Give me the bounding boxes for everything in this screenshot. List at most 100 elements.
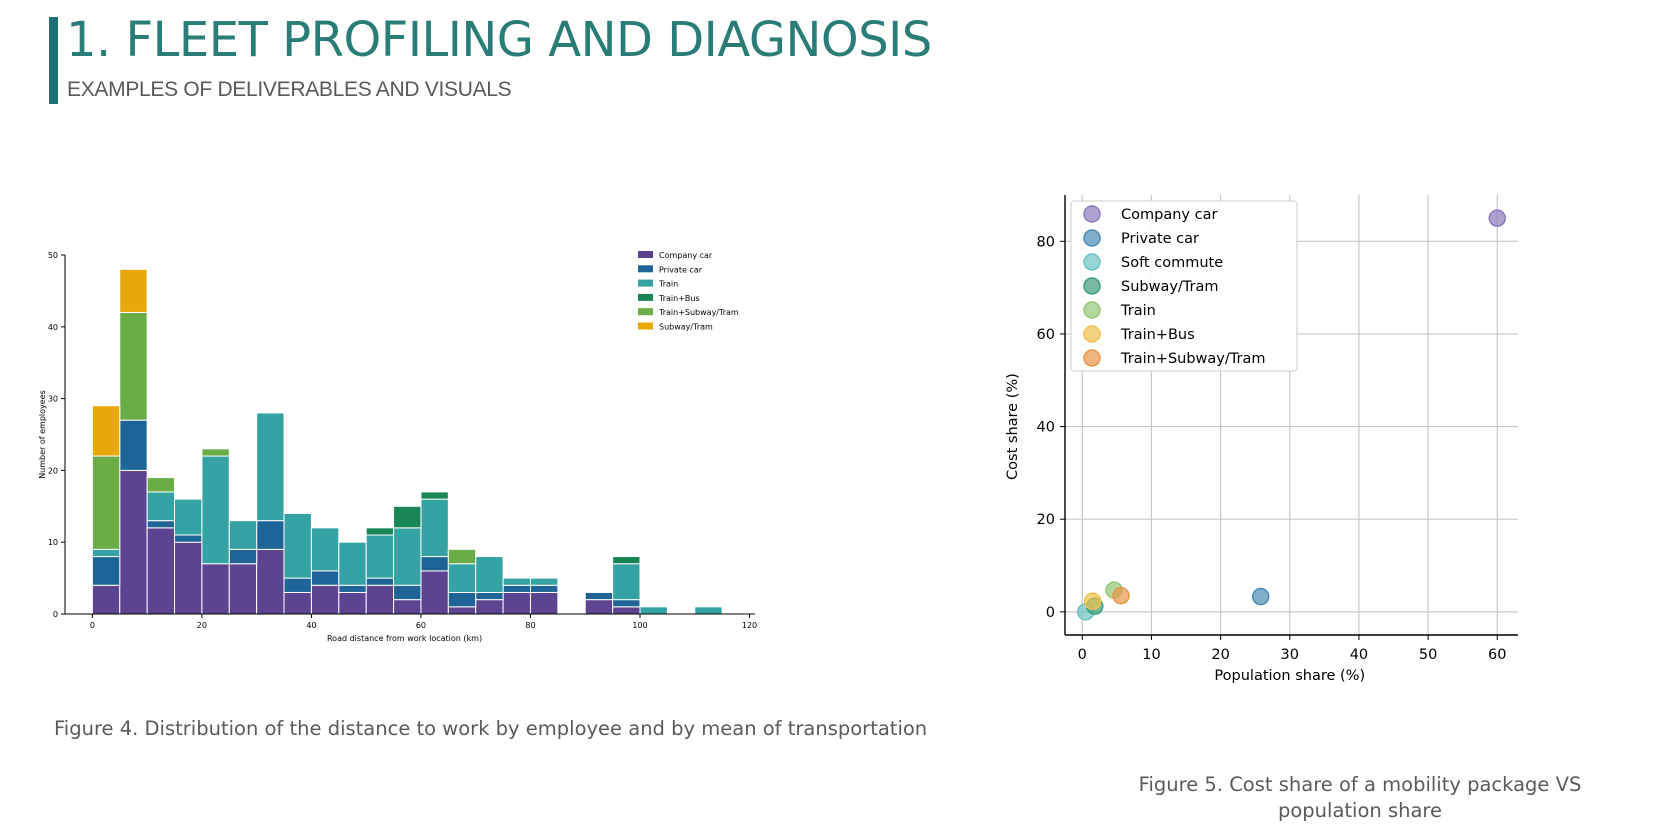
- legend-marker: [1083, 229, 1101, 247]
- legend-swatch: [638, 322, 653, 330]
- histogram-bar: [365, 527, 395, 536]
- histogram-bar: [420, 556, 449, 572]
- y-tick-label: 30: [48, 395, 58, 404]
- histogram-bar: [502, 591, 531, 615]
- legend-swatch: [638, 293, 653, 301]
- histogram-bar: [310, 584, 340, 615]
- histogram-bar: [447, 548, 477, 565]
- histogram-bar: [502, 577, 531, 586]
- legend-marker: [1083, 349, 1101, 367]
- legend-label: Company car: [659, 251, 713, 260]
- x-tick-label: 30: [1281, 647, 1299, 663]
- histogram-bar: [228, 563, 258, 615]
- x-tick-label: 40: [306, 621, 316, 630]
- page-subtitle: EXAMPLES OF DELIVERABLES AND VISUALS: [67, 78, 512, 101]
- legend-label: Private car: [1121, 231, 1199, 247]
- y-tick-label: 40: [1037, 420, 1055, 436]
- y-tick-label: 80: [1037, 234, 1055, 250]
- histogram-bar: [393, 505, 422, 529]
- histogram-bar: [201, 455, 230, 565]
- y-tick-label: 0: [53, 610, 58, 619]
- histogram-bar: [338, 584, 367, 593]
- x-tick-label: 10: [1142, 647, 1160, 663]
- histogram-bar: [612, 563, 641, 601]
- x-tick-label: 20: [197, 621, 207, 630]
- y-tick-label: 0: [1046, 605, 1055, 621]
- histogram-bar: [91, 548, 121, 558]
- x-tick-label: 100: [632, 621, 647, 630]
- histogram-bar: [228, 548, 258, 565]
- histogram-bar: [256, 548, 285, 615]
- legend-box: [1070, 200, 1298, 372]
- histogram-bar: [91, 584, 121, 615]
- legend-marker: [1083, 205, 1101, 223]
- y-tick-label: 50: [48, 251, 58, 260]
- figure5-caption: Figure 5. Cost share of a mobility packa…: [1138, 773, 1582, 823]
- histogram-bar: [612, 556, 641, 565]
- histogram-bar: [310, 527, 340, 572]
- histogram-bar: [338, 541, 367, 586]
- histogram-bar: [201, 448, 230, 457]
- y-tick-label: 40: [48, 323, 58, 332]
- histogram-bar: [420, 498, 449, 558]
- legend-label: Train: [658, 280, 678, 289]
- histogram-bar: [228, 520, 258, 550]
- histogram-bar: [174, 498, 203, 536]
- histogram-bar: [393, 527, 422, 586]
- x-tick-label: 60: [1488, 647, 1506, 663]
- histogram-bar: [174, 541, 203, 615]
- x-tick-label: 0: [90, 621, 95, 630]
- histogram-bar: [447, 591, 477, 608]
- cost-share-scatter-chart: 0 20 40 60 80 0 10 20 30 40 50 60 Population share (…: [1005, 195, 1518, 684]
- histogram-bar: [612, 606, 641, 615]
- histogram-bar: [283, 577, 312, 593]
- histogram-bar: [283, 512, 312, 579]
- x-tick-label: 0: [1078, 647, 1087, 663]
- legend-label: Train+Bus: [1120, 327, 1195, 343]
- x-tick-label: 80: [525, 621, 535, 630]
- histogram-bar: [502, 584, 531, 593]
- legend-label: Subway/Tram: [659, 323, 713, 332]
- histogram-bar: [256, 520, 285, 550]
- histogram-bar: [584, 591, 614, 601]
- histogram-bar: [420, 491, 449, 500]
- histogram-bar: [365, 534, 395, 579]
- histogram-bar: [365, 577, 395, 586]
- histogram-bar: [283, 591, 312, 615]
- histogram-bar: [119, 419, 148, 471]
- legend-label: Soft commute: [1121, 255, 1223, 271]
- histogram-bar: [91, 455, 121, 550]
- histogram-bar: [119, 469, 148, 615]
- legend-label: Private car: [659, 265, 703, 274]
- legend-swatch: [638, 279, 653, 287]
- x-tick-label: 40: [1350, 647, 1368, 663]
- histogram-bar: [447, 606, 477, 615]
- histogram-bar: [365, 584, 395, 615]
- histogram-bar: [119, 311, 148, 421]
- x-tick-label: 50: [1419, 647, 1437, 663]
- histogram-bar: [475, 599, 504, 615]
- y-tick-label: 10: [48, 538, 58, 547]
- histogram-bar: [529, 584, 559, 593]
- x-axis-label: Population share (%): [1214, 668, 1365, 684]
- histogram-bar: [256, 412, 285, 522]
- histogram-bar: [393, 584, 422, 601]
- legend-swatch: [638, 308, 653, 316]
- histogram-bar: [146, 491, 176, 522]
- scatter-point: [1083, 592, 1102, 610]
- histogram-bar: [447, 563, 477, 593]
- histogram-bar: [475, 591, 504, 601]
- histogram-bar: [338, 591, 367, 615]
- scatter-point: [1488, 209, 1507, 227]
- histogram-bar: [694, 606, 723, 615]
- legend-label: Company car: [1121, 207, 1217, 223]
- histogram-bar: [174, 534, 203, 543]
- y-tick-label: 60: [1037, 327, 1055, 343]
- legend-marker: [1083, 277, 1101, 295]
- histogram-bar: [146, 520, 176, 529]
- header-accent-bar: [49, 17, 58, 104]
- legend-label: Train+Subway/Tram: [1120, 351, 1265, 367]
- histogram-bar: [91, 556, 121, 586]
- histogram-bar: [393, 599, 422, 615]
- histogram-bar: [475, 556, 504, 593]
